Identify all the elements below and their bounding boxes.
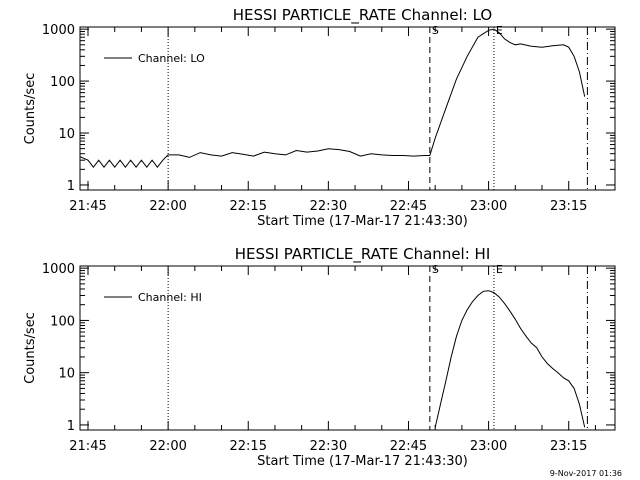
chart-panel-hi: HESSI PARTICLE_RATE Channel: HI 1 10 100 100… [23,245,616,469]
x-axis-label: Start Time (17-Mar-17 21:43:30) [257,454,468,469]
x-tick-label: 22:30 [310,439,347,454]
y-tick-label: 1000 [42,262,75,277]
event-marker-label: E [496,24,503,37]
chart-title: HESSI PARTICLE_RATE Channel: HI [235,245,491,264]
y-tick-label: 100 [50,75,75,90]
x-tick-label: 23:00 [470,199,507,214]
y-tick-label: 1 [67,179,75,194]
event-marker-label: S [432,24,439,37]
legend-entry: Channel: LO [138,52,205,65]
y-axis-label: Counts/sec [23,312,38,384]
event-marker-label: E [496,263,503,276]
x-tick-label: 22:00 [149,439,186,454]
x-tick-label: 22:15 [230,199,267,214]
y-tick-label: 10 [58,127,75,142]
event-marker-label: S [432,263,439,276]
x-tick-label: 23:15 [550,199,587,214]
y-tick-label: 10 [58,367,75,382]
y-axis-label: Counts/sec [23,73,38,145]
x-tick-label: 23:00 [470,439,507,454]
x-tick-label: 22:30 [310,199,347,214]
x-tick-label: 22:45 [390,199,427,214]
x-tick-label: 22:45 [390,439,427,454]
chart-panel-lo: HESSI PARTICLE_RATE Channel: LO 1 10 100 100… [23,6,616,229]
chart-title: HESSI PARTICLE_RATE Channel: LO [233,6,492,25]
x-tick-label: 22:15 [230,439,267,454]
y-tick-label: 1000 [42,23,75,38]
x-tick-label: 21:45 [69,199,106,214]
x-tick-label: 21:45 [69,439,106,454]
series-line [80,28,586,169]
x-axis-label: Start Time (17-Mar-17 21:43:30) [257,214,468,229]
x-tick-label: 23:15 [550,439,587,454]
x-tick-label: 22:00 [149,199,186,214]
y-tick-label: 1 [67,419,75,434]
y-tick-label: 100 [50,314,75,329]
legend-entry: Channel: HI [138,291,202,304]
series-line [434,290,586,428]
footer-timestamp: 9-Nov-2017 01:36 [550,469,622,478]
